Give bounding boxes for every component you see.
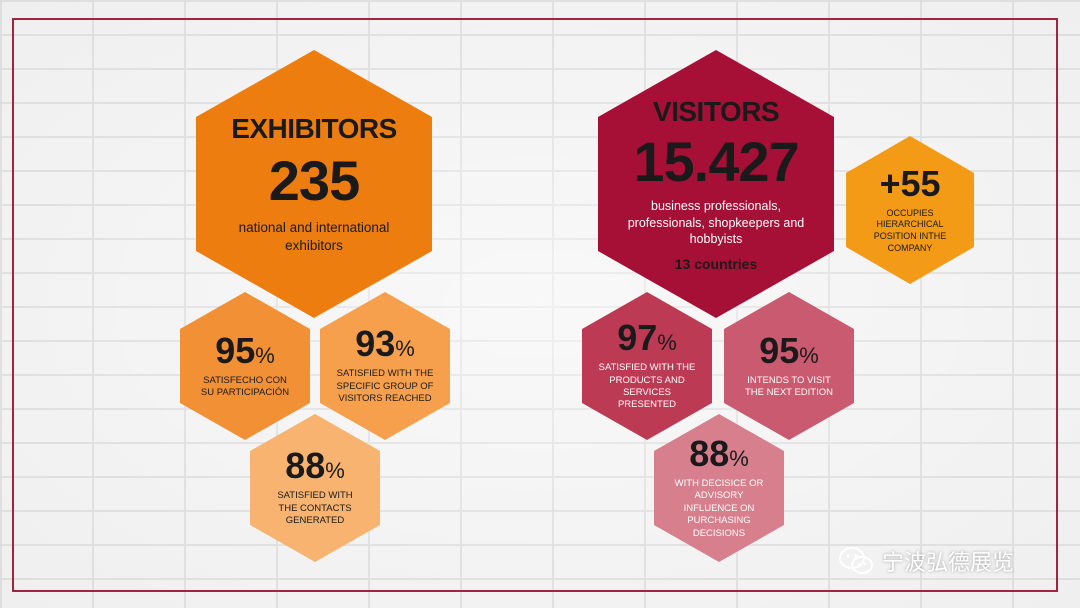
exhibitors-title: EXHIBITORS: [231, 112, 397, 144]
stat-value: 95%: [215, 329, 275, 371]
border-frame: [12, 18, 1058, 592]
exhibitors-count: 235: [268, 148, 360, 212]
watermark: 宁波弘德展览: [838, 544, 1014, 578]
visitors-countries: 13 countries: [674, 256, 758, 273]
stat-value: +55: [879, 162, 941, 204]
visitors-title: VISITORS: [652, 95, 780, 127]
stat-value: 88%: [285, 445, 345, 487]
visitor-stat-products: 97% SATISFIED WITH THE PRODUCTS AND SERV…: [582, 292, 712, 440]
visitor-stat-purchasing-influence: 88% WITH DECISICE OR ADVISORY INFLUENCE …: [654, 414, 784, 562]
visitors-count: 15.427: [633, 129, 799, 193]
stat-value: 95%: [759, 329, 819, 371]
stat-label: SATISFIED WITH THE CONTACTS GENERATED: [277, 490, 353, 527]
stat-label: WITH DECISICE OR ADVISORY INFLUENCE ON P…: [674, 478, 764, 539]
stat-value: 88%: [689, 433, 749, 475]
stat-label: SATISFECHO CON SU PARTICIPACIÓN: [200, 374, 290, 398]
stat-label: INTENDS TO VISIT THE NEXT EDITION: [745, 374, 833, 398]
visitors-description: business professionals, professionals, s…: [627, 198, 805, 247]
stat-label: SATISFIED WITH THE PRODUCTS AND SERVICES…: [598, 362, 696, 411]
stat-label: SATISFIED WITH THE SPECIFIC GROUP OF VIS…: [336, 368, 434, 405]
wechat-icon: [839, 547, 873, 574]
stat-label: OCCUPIES HIERARCHICAL POSITION INTHE COM…: [873, 207, 947, 253]
exhibitors-description: national and international exhibitors: [238, 219, 390, 253]
visitor-stat-next-edition: 95% INTENDS TO VISIT THE NEXT EDITION: [724, 292, 854, 440]
stat-value: 97%: [617, 317, 677, 359]
watermark-text: 宁波弘德展览: [882, 550, 1015, 575]
stat-value: 93%: [355, 323, 415, 365]
